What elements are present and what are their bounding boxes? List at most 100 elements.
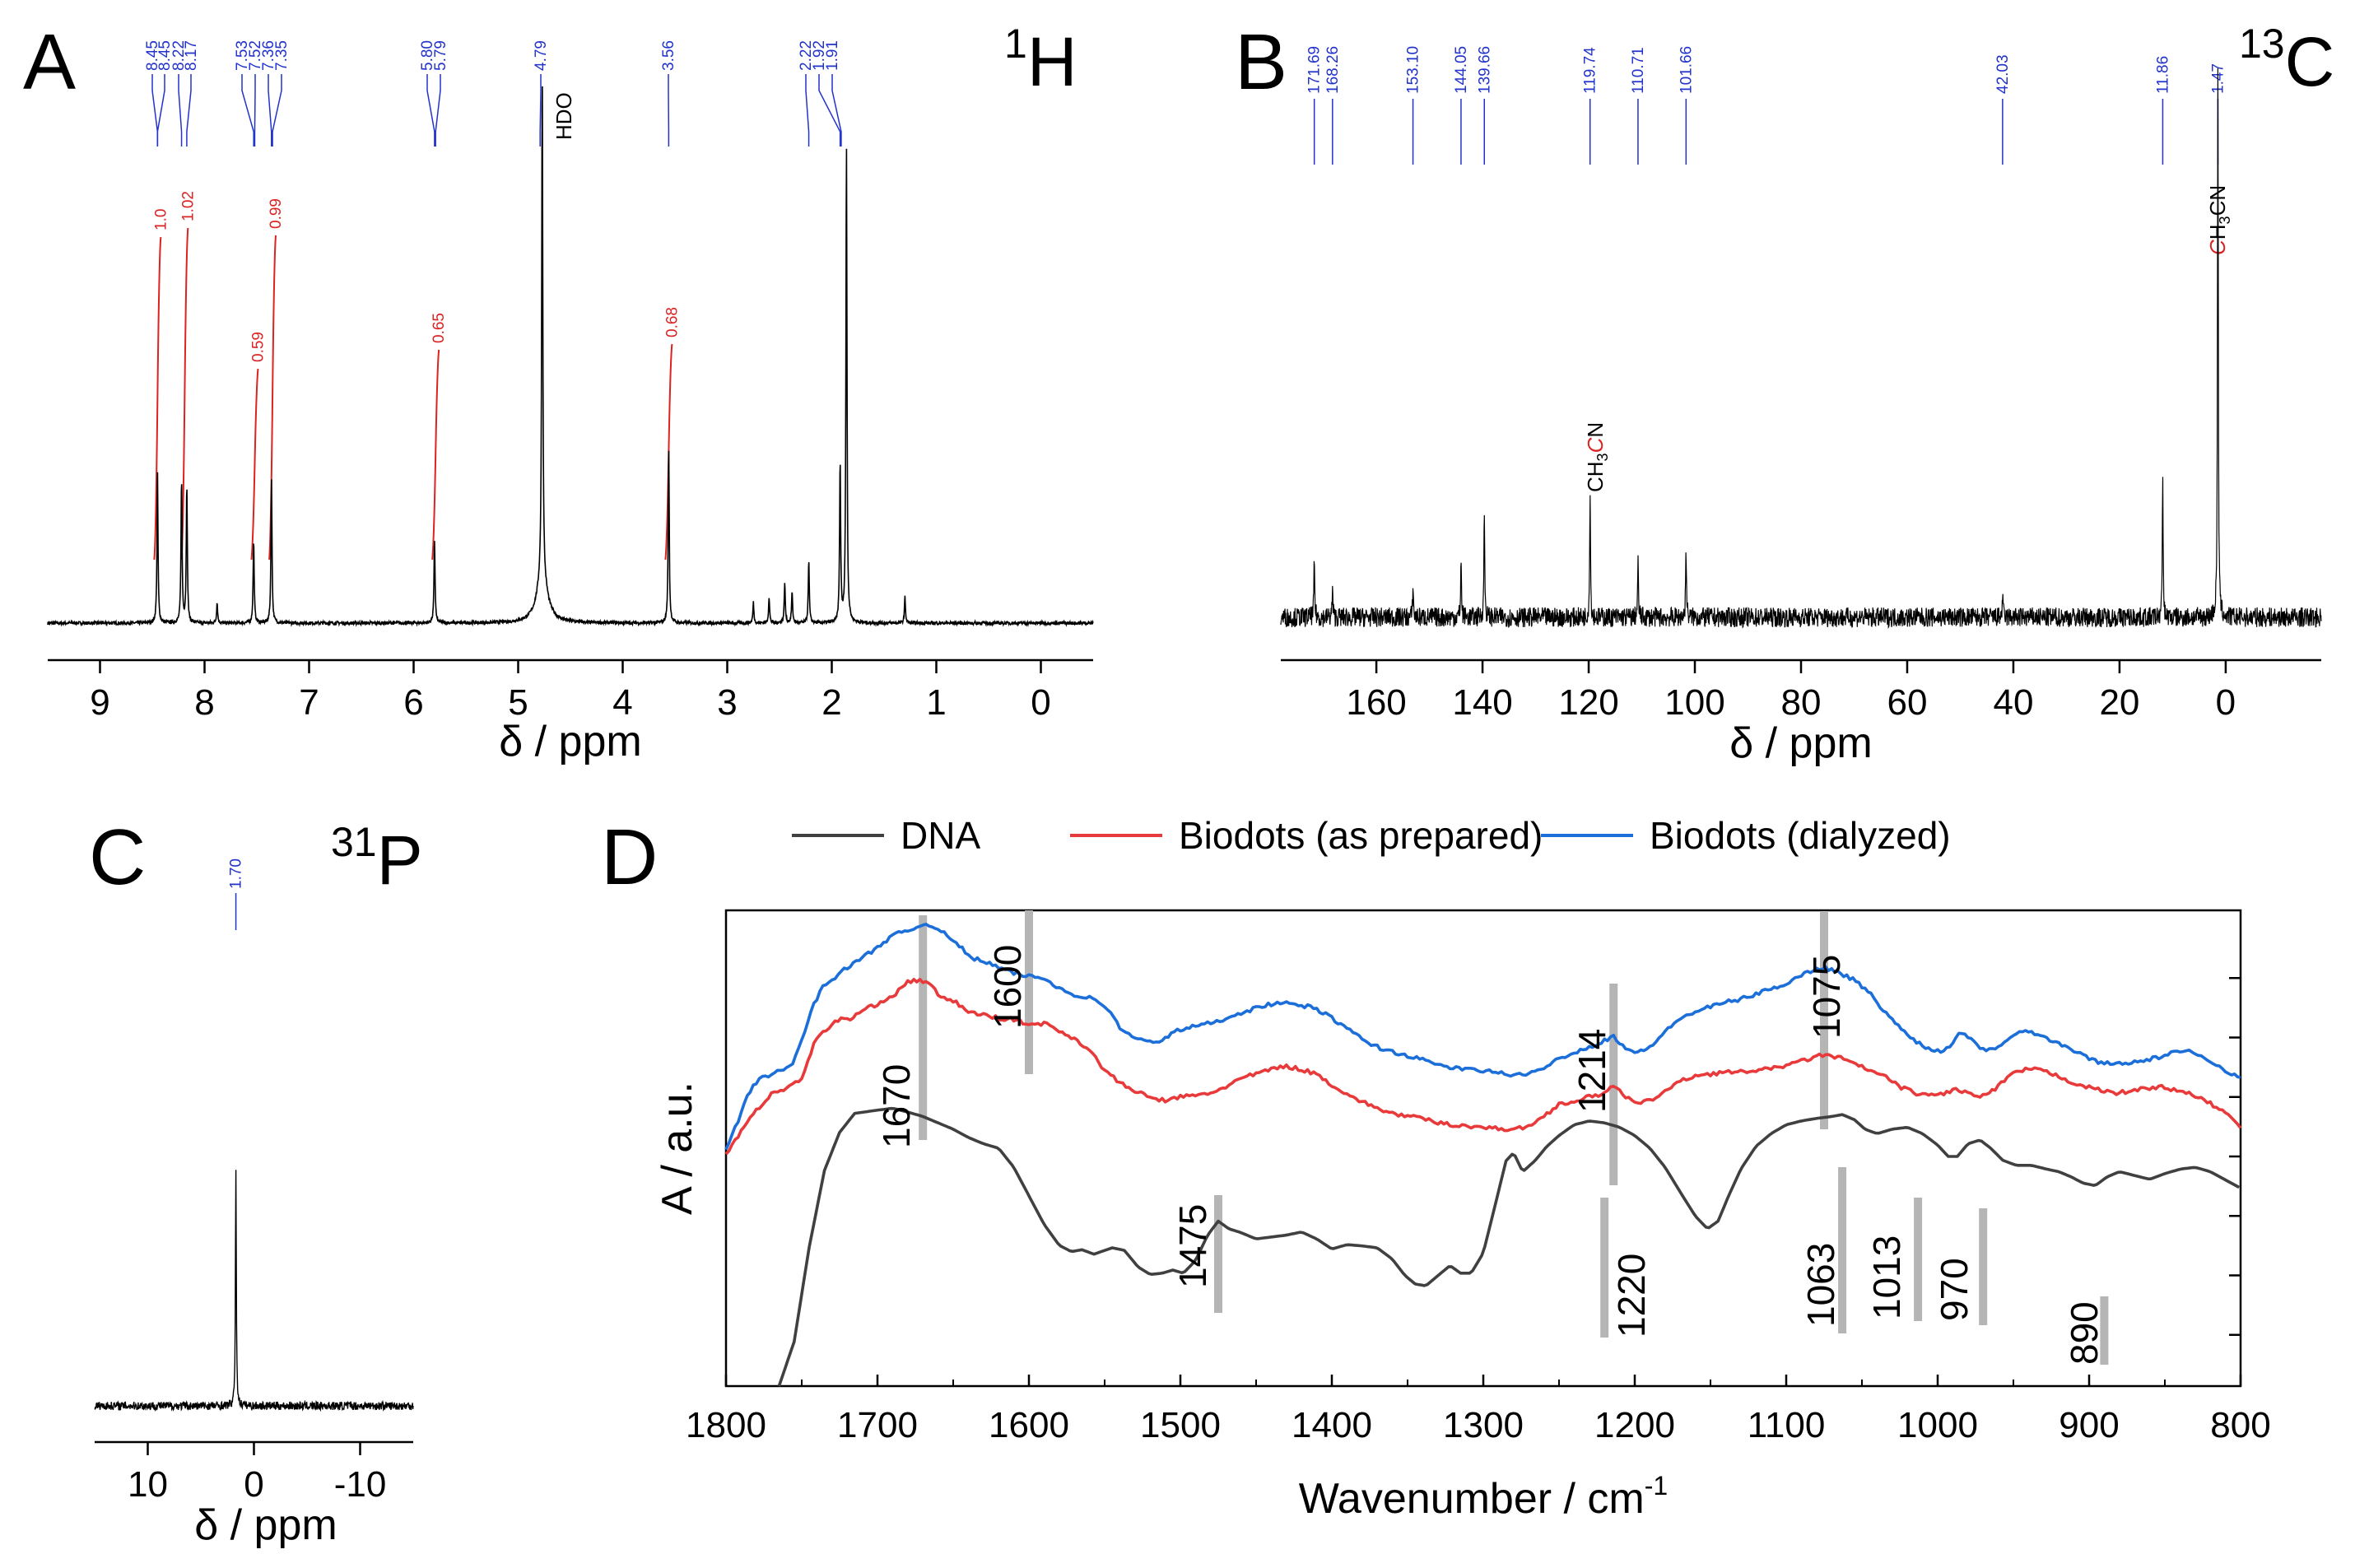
integral-curve (268, 235, 277, 561)
x-tick-label: 0 (2216, 682, 2236, 723)
x-tick-label: 800 (2210, 1405, 2270, 1445)
band-label-1013: 1013 (1865, 1235, 1908, 1319)
x-tick-label: 1600 (989, 1405, 1069, 1445)
shift-leader-line (151, 74, 159, 147)
integral-label: 0.99 (268, 198, 285, 229)
shift-label: 42.03 (1994, 54, 2012, 94)
panel-d-x-ticks: 1800 1700 1600 1500 1400 1300 1200 1100 1000 900 8… (686, 1375, 2271, 1445)
panel-b-nucleus: 13C (2239, 21, 2334, 100)
x-tick-label: 1400 (1292, 1405, 1372, 1445)
x-tick-label: 1700 (837, 1405, 918, 1445)
shift-label: 1.92 (811, 40, 828, 71)
x-tick-label: 80 (1781, 682, 1822, 723)
shift-leader-line (268, 74, 272, 147)
legend-label-1: Biodots (as prepared) (1179, 814, 1543, 857)
x-tick-label: 900 (2059, 1405, 2119, 1445)
panel-a-nucleus: 1H (1004, 21, 1077, 100)
panel-c-spectrum-line (94, 1170, 414, 1412)
band-label-1600: 1600 (986, 945, 1029, 1029)
shift-label: 144.05 (1453, 46, 1470, 94)
panel-d-legend: DNA Biodots (as prepared) Biodots (dialyze… (792, 814, 1951, 857)
panel-d-y-title: A / a.u. (654, 1082, 701, 1215)
shift-label: 2.22 (798, 40, 815, 71)
x-tick-label: 40 (1993, 682, 2033, 723)
integral-label: 0.65 (431, 313, 448, 343)
series-line-0 (777, 1106, 2241, 1387)
shift-label: 171.69 (1306, 46, 1324, 94)
shift-label: 7.53 (234, 40, 251, 71)
legend-label-2: Biodots (dialyzed) (1650, 814, 1951, 857)
shift-label: 7.35 (273, 40, 291, 71)
x-tick-label: 1500 (1140, 1405, 1221, 1445)
shift-leader-line (805, 74, 810, 147)
panel-a-integrals: 1.0 1.02 0.59 0.99 0.65 0.68 (152, 191, 681, 561)
shift-leader-line (186, 74, 192, 147)
shift-label: 8.22 (170, 40, 188, 71)
band-label-970: 970 (1933, 1258, 1976, 1321)
shift-label: 153.10 (1405, 46, 1422, 94)
shift-label: 101.66 (1678, 46, 1695, 94)
x-tick-label: 9 (90, 682, 109, 723)
x-tick-label: 160 (1346, 682, 1406, 723)
panel-c-x-ticks: 10 0 -10 (128, 1442, 386, 1505)
panel-b-x-ticks: 160 140 120 100 80 60 40 20 0 (1346, 660, 2236, 723)
shift-leader-line (818, 74, 841, 147)
shift-label: 3.56 (660, 40, 677, 71)
x-tick-label: 7 (299, 682, 319, 723)
x-tick-label: 1 (926, 682, 946, 723)
panel-a-shift-labels: 8.458.458.228.17 7.537.527.367.35 5.805.79… (144, 40, 842, 147)
panel-d-band-labels: 1670 1600 1475 1214 1220 1075 1063 1013 970 890 (875, 945, 2106, 1365)
integral-curve (153, 236, 162, 561)
hdo-solvent-label: HDO (552, 92, 576, 140)
series-line-1 (724, 978, 2242, 1156)
x-tick-label: 1000 (1897, 1405, 1978, 1445)
shift-label: 11.86 (2154, 56, 2171, 94)
integral-label: 1.0 (152, 209, 170, 230)
x-tick-label: 20 (2099, 682, 2139, 723)
panel-d-x-title: Wavenumber / cm-1 (1299, 1471, 1668, 1523)
integral-label: 0.59 (249, 332, 267, 362)
panel-a-spectrum-line (47, 86, 1094, 627)
shift-leader-line (831, 74, 842, 147)
shift-leader-line (156, 74, 165, 147)
integral-label: 1.02 (179, 191, 197, 221)
series-line-2 (724, 923, 2241, 1151)
panel-d-y-ticks (2229, 977, 2241, 1336)
band-label-1220: 1220 (1610, 1254, 1653, 1338)
panel-c-nucleus: 31P (331, 819, 423, 899)
x-tick-label: 100 (1664, 682, 1724, 723)
panel-d: D DNA Biodots (as prepared) Biodots (dialy… (601, 813, 2271, 1523)
shift-label: 8.45 (156, 40, 174, 71)
panel-c-shift-labels: 1.70 (228, 858, 245, 930)
panel-a: A 1H 8.458.458.228.17 7.537.527.367.35 5.8… (23, 18, 1094, 765)
shift-label: 168.26 (1324, 46, 1342, 94)
integral-curve (431, 349, 440, 561)
panel-b-letter: B (1235, 18, 1287, 106)
panel-c-x-title: δ / ppm (194, 1501, 337, 1549)
shift-leader-line (178, 74, 183, 147)
legend-label-0: DNA (901, 814, 980, 857)
x-tick-label: 1200 (1594, 1405, 1675, 1445)
x-tick-label: 3 (717, 682, 737, 723)
panel-b: B 13C 171.69 168.26 153.10 144.05 139.66 119.… (1235, 18, 2334, 767)
x-tick-label: 120 (1558, 682, 1618, 723)
panel-a-x-title: δ / ppm (499, 718, 641, 765)
shift-label: 1.91 (824, 40, 841, 71)
x-tick-label: 1800 (686, 1405, 766, 1445)
shift-label: 7.52 (247, 40, 264, 71)
shift-label: 1.70 (228, 858, 245, 889)
panel-a-x-ticks: 9 8 7 6 5 4 3 2 1 0 (90, 660, 1051, 723)
band-label-890: 890 (2063, 1301, 2106, 1365)
x-tick-label: 1100 (1748, 1405, 1826, 1445)
shift-leader-line (241, 74, 254, 147)
x-tick-label: 1300 (1443, 1405, 1524, 1445)
integral-label: 0.68 (663, 307, 681, 337)
x-tick-label: 60 (1887, 682, 1928, 723)
x-tick-label: 0 (244, 1464, 263, 1505)
shift-label: 110.71 (1630, 47, 1647, 94)
shift-label: 5.80 (419, 40, 436, 71)
x-tick-label: 10 (128, 1464, 168, 1505)
band-label-1075: 1075 (1805, 955, 1848, 1039)
shift-leader-line (539, 74, 542, 147)
shift-label: 139.66 (1476, 46, 1493, 94)
